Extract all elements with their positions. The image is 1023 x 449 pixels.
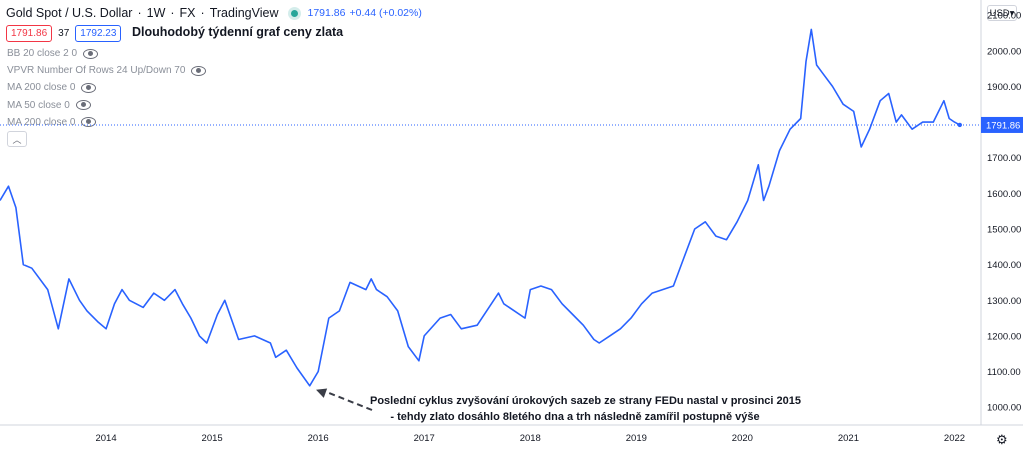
provider: TradingView (209, 6, 279, 20)
annotation-line-1: Poslední cyklus zvyšování úrokových saze… (370, 395, 802, 407)
last-price: 1791.86 (307, 7, 346, 19)
indicator-item[interactable]: MA 50 close 0 (7, 97, 206, 114)
spread-value: 37 (58, 28, 70, 39)
x-tick-label: 2022 (944, 433, 965, 444)
y-tick-label: 1400.00 (987, 260, 1021, 271)
eye-icon[interactable] (75, 100, 91, 111)
eye-icon[interactable] (83, 48, 99, 59)
indicator-item[interactable]: MA 200 close 0 (7, 79, 206, 96)
y-tick-label: 1500.00 (987, 224, 1021, 235)
annotation-arrowhead (316, 388, 328, 398)
x-tick-label: 2015 (202, 433, 223, 444)
y-tick-label: 1900.00 (987, 82, 1021, 93)
x-tick-label: 2017 (414, 433, 435, 444)
annotation-line-2: - tehdy zlato dosáhlo 8letého dna a trh … (390, 410, 760, 423)
y-tick-label: 1600.00 (987, 189, 1021, 200)
last-price-tag (981, 116, 1023, 133)
sell-button[interactable]: 1791.86 (6, 25, 53, 42)
x-tick-label: 2019 (626, 433, 647, 444)
annotation-arrow (325, 390, 373, 411)
currency-button[interactable]: USD ▾ (987, 5, 1017, 21)
indicator-label: BB 20 close 2 0 (7, 48, 78, 60)
gear-icon[interactable]: ⚙ (996, 432, 1008, 447)
symbol-name[interactable]: Gold Spot / U.S. Dollar (6, 6, 133, 20)
indicator-item[interactable]: VPVR Number Of Rows 24 Up/Down 70 (7, 62, 207, 79)
price-change: +0.44 (+0.02%) (349, 7, 422, 19)
indicator-label: MA 50 close 0 (7, 99, 70, 111)
eye-icon[interactable] (81, 82, 97, 93)
indicator-list: BB 20 close 2 0 VPVR Number Of Rows 24 U… (7, 45, 207, 131)
annotation-text: Poslední cyklus zvyšování úrokových saze… (370, 394, 802, 425)
last-price-marker (957, 122, 962, 128)
y-tick-label: 1000.00 (987, 403, 1021, 414)
last-price-tag-label: 1791.86 (986, 120, 1020, 131)
indicator-label: MA 200 close 0 (7, 116, 76, 128)
indicator-label: VPVR Number Of Rows 24 Up/Down 70 (7, 65, 186, 77)
quote-panel: 1791.86 37 1792.23 (6, 25, 122, 42)
eye-icon[interactable] (191, 65, 207, 76)
x-tick-label: 2021 (838, 433, 859, 444)
y-tick-label: 2100.00 (987, 11, 1021, 22)
x-tick-label: 2014 (95, 433, 116, 444)
currency-label: USD (989, 7, 1010, 19)
chart-title: Dlouhodobý týdenní graf ceny zlata (132, 25, 344, 39)
price-series-line (0, 28, 961, 387)
y-tick-label: 1700.00 (987, 153, 1021, 164)
collapse-legend-button[interactable]: ︿ (7, 131, 27, 147)
y-tick-label: 2000.00 (987, 46, 1021, 57)
eye-icon[interactable] (81, 117, 97, 128)
indicator-item[interactable]: MA 200 close 0 (7, 114, 206, 131)
market-status-icon (290, 9, 298, 17)
y-tick-label: 1100.00 (987, 367, 1021, 378)
y-tick-label: 1300.00 (987, 296, 1021, 307)
indicator-label: MA 200 close 0 (7, 82, 76, 94)
x-tick-label: 2018 (520, 433, 541, 444)
interval[interactable]: 1W (146, 6, 166, 20)
x-tick-label: 2016 (308, 433, 329, 444)
buy-button[interactable]: 1792.23 (75, 25, 122, 42)
indicator-item[interactable]: BB 20 close 2 0 (7, 45, 206, 62)
x-tick-label: 2020 (732, 433, 753, 444)
y-tick-label: 1200.00 (987, 331, 1021, 342)
chart-header: Gold Spot / U.S. Dollar · 1W · FX · Trad… (6, 6, 422, 20)
exchange: FX (179, 6, 196, 20)
